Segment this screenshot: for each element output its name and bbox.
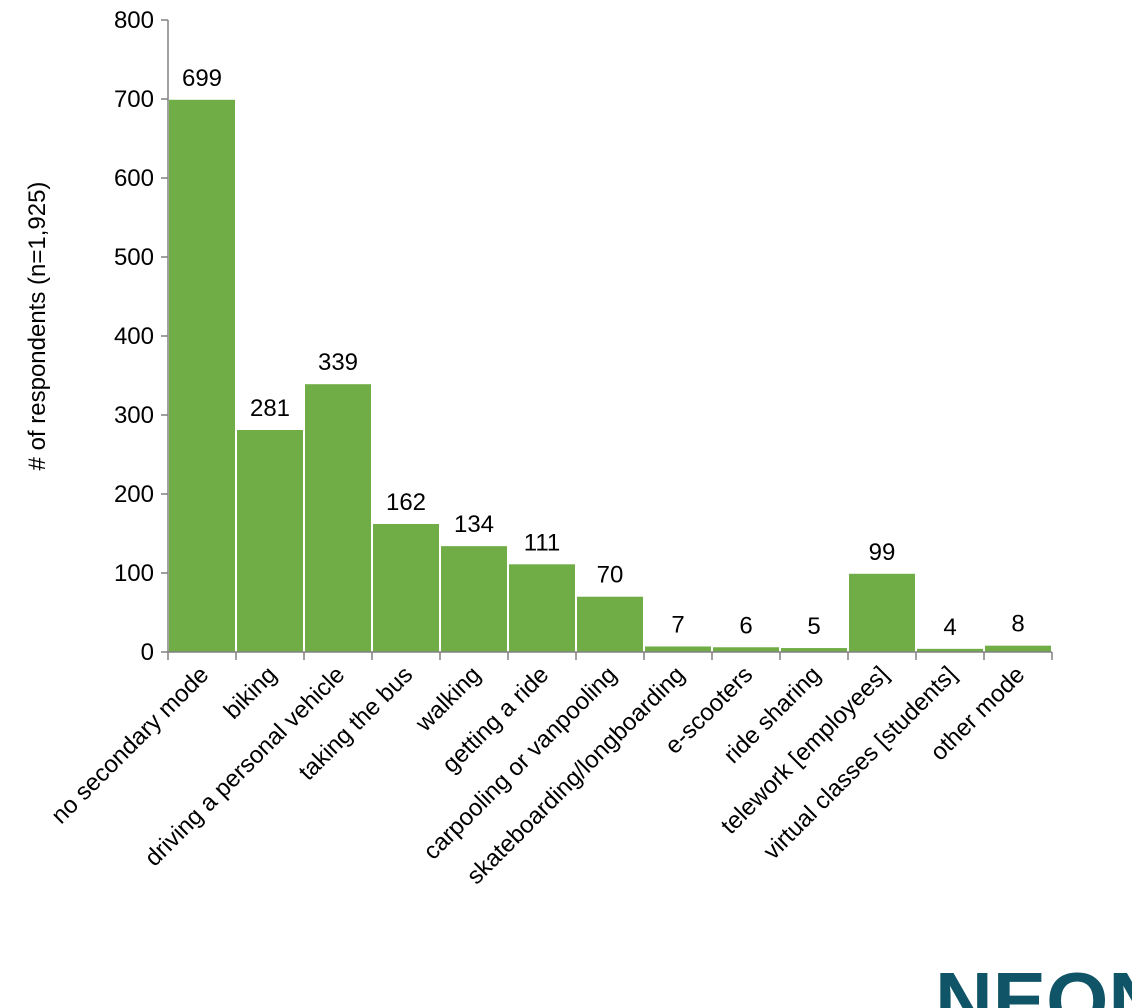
- bar-0: [169, 99, 235, 653]
- bar-10: [849, 573, 915, 652]
- bar-9: [781, 648, 847, 652]
- bar-7: [645, 646, 711, 652]
- bar-2: [305, 384, 371, 652]
- data-label: 5: [807, 613, 820, 640]
- data-label: 339: [318, 349, 358, 376]
- data-labels: 699 281 339 162 134 111 70 7 6 5 99 4 8: [182, 65, 1025, 641]
- y-tick-label: 700: [114, 86, 154, 113]
- bar-3: [373, 524, 439, 652]
- logo-text: NEON: [935, 956, 1132, 1008]
- neon-logo: NEON: [935, 956, 1132, 1008]
- data-label: 4: [943, 614, 956, 641]
- y-tick-label: 200: [114, 481, 154, 508]
- y-tick-label: 500: [114, 244, 154, 271]
- y-tick-label: 800: [114, 7, 154, 34]
- data-label: 111: [524, 529, 560, 556]
- bar-5: [509, 564, 575, 652]
- bar-12: [985, 645, 1051, 652]
- y-tick-label: 400: [114, 323, 154, 350]
- y-axis-title: # of respondents (n=1,925): [24, 182, 51, 471]
- data-label: 6: [739, 612, 752, 639]
- y-tick-label: 600: [114, 165, 154, 192]
- data-label: 699: [182, 65, 222, 92]
- bar-11: [917, 648, 983, 652]
- bars-layer: [169, 99, 1051, 653]
- data-label: 281: [250, 395, 290, 422]
- y-axis-ticks: 0 100 200 300 400 500 600 700 800: [114, 7, 168, 666]
- y-tick-label: 0: [141, 639, 154, 666]
- bar-4: [441, 546, 507, 652]
- y-tick-label: 100: [114, 560, 154, 587]
- x-category-label: biking: [219, 661, 282, 724]
- data-label: 8: [1011, 611, 1024, 638]
- data-label: 7: [671, 611, 684, 638]
- data-label: 70: [597, 562, 624, 589]
- bar-8: [713, 647, 779, 652]
- bar-6: [577, 596, 643, 652]
- data-label: 162: [386, 489, 426, 516]
- y-tick-label: 300: [114, 402, 154, 429]
- data-label: 134: [454, 511, 494, 538]
- data-label: 99: [869, 539, 896, 566]
- bar-1: [237, 430, 303, 652]
